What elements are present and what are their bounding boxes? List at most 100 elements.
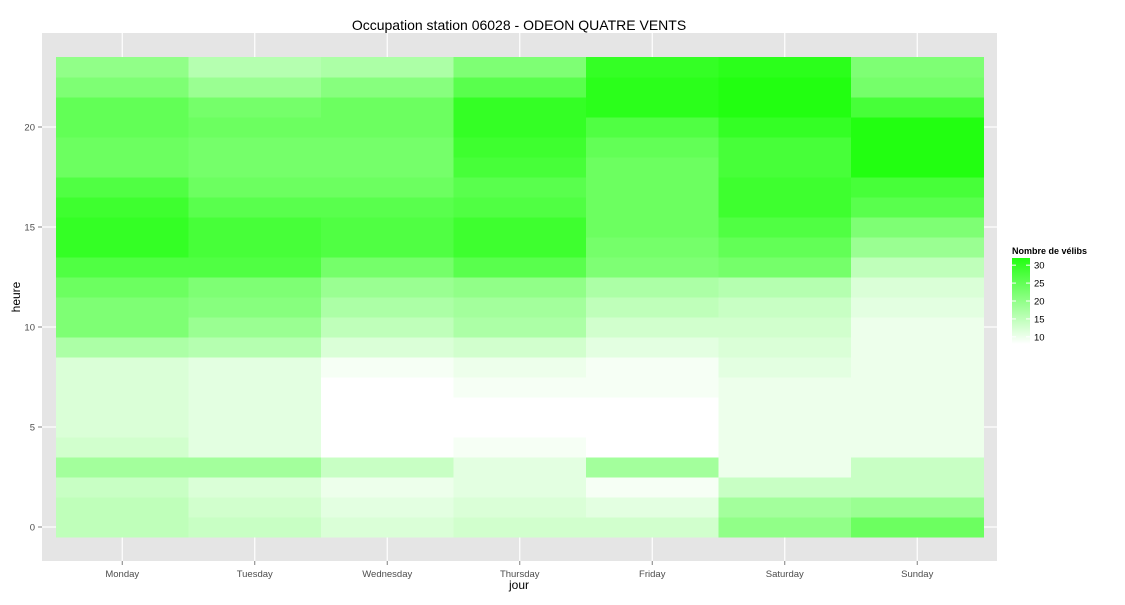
heatmap-cell <box>586 317 719 338</box>
heatmap-cell <box>453 137 587 158</box>
heatmap-cell <box>56 177 189 198</box>
heatmap-cell <box>56 77 189 98</box>
heatmap-cell <box>718 297 852 318</box>
legend-tick-label: 20 <box>1034 297 1045 308</box>
heatmap-cell <box>586 97 719 118</box>
heatmap-cell <box>718 457 852 478</box>
heatmap-cell <box>586 437 719 458</box>
heatmap-cell <box>586 237 719 258</box>
heatmap-cell <box>321 297 454 318</box>
heatmap-cell <box>321 317 454 338</box>
heatmap-cell <box>188 417 322 438</box>
heatmap-cell <box>56 397 189 418</box>
heatmap-cell <box>321 217 454 238</box>
heatmap-cell <box>321 137 454 158</box>
heatmap-cell <box>453 237 587 258</box>
heatmap-cell <box>188 477 322 498</box>
heatmap-cell <box>321 177 454 198</box>
heatmap-cell <box>321 517 454 538</box>
heatmap-cell <box>718 97 852 118</box>
heatmap-cell <box>321 417 454 438</box>
heatmap-cell <box>718 357 852 378</box>
heatmap-cell <box>321 477 454 498</box>
heatmap-cell <box>188 217 322 238</box>
heatmap-cell <box>56 437 189 458</box>
heatmap-cell <box>718 137 852 158</box>
heatmap-cell <box>188 77 322 98</box>
heatmap-cell <box>718 417 852 438</box>
heatmap-cell <box>321 457 454 478</box>
heatmap-cell <box>321 237 454 258</box>
heatmap-cell <box>718 437 852 458</box>
heatmap-cell <box>56 477 189 498</box>
heatmap-cell <box>56 57 189 78</box>
heatmap-cell <box>188 57 322 78</box>
heatmap-cell <box>851 177 984 198</box>
heatmap-cell <box>56 197 189 218</box>
chart-title: Occupation station 06028 - ODEON QUATRE … <box>352 17 686 33</box>
heatmap-cell <box>188 97 322 118</box>
heatmap-cell <box>188 437 322 458</box>
heatmap-cell <box>56 417 189 438</box>
heatmap-cells <box>56 57 984 538</box>
x-tick-label: Tuesday <box>237 569 273 580</box>
heatmap-cell <box>851 337 984 358</box>
heatmap-cell <box>586 337 719 358</box>
heatmap-cell <box>718 77 852 98</box>
heatmap-cell <box>321 497 454 518</box>
heatmap-cell <box>718 197 852 218</box>
heatmap-cell <box>56 517 189 538</box>
heatmap-cell <box>586 457 719 478</box>
heatmap-cell <box>718 517 852 538</box>
heatmap-cell <box>718 397 852 418</box>
y-axis: 0 5 10 15 20 <box>24 123 42 534</box>
y-tick-label: 0 <box>30 523 35 534</box>
heatmap-cell <box>718 217 852 238</box>
heatmap-cell <box>453 417 587 438</box>
heatmap-cell <box>851 117 984 138</box>
heatmap-cell <box>586 77 719 98</box>
x-tick-label: Thursday <box>500 569 540 580</box>
y-tick-label: 20 <box>24 123 35 134</box>
heatmap-cell <box>851 237 984 258</box>
heatmap-cell <box>56 157 189 178</box>
legend-tick-label: 25 <box>1034 279 1045 290</box>
heatmap-cell <box>851 517 984 538</box>
heatmap-cell <box>321 57 454 78</box>
heatmap-cell <box>586 197 719 218</box>
heatmap-cell <box>188 337 322 358</box>
y-tick-label: 5 <box>30 423 35 434</box>
heatmap-cell <box>188 497 322 518</box>
heatmap-cell <box>453 297 587 318</box>
heatmap-cell <box>321 157 454 178</box>
x-tick-label: Monday <box>105 569 139 580</box>
heatmap-cell <box>321 257 454 278</box>
heatmap-cell <box>586 297 719 318</box>
legend: Nombre de vélibs 10 15 20 25 30 <box>1012 246 1087 344</box>
heatmap-cell <box>453 97 587 118</box>
heatmap-cell <box>56 217 189 238</box>
heatmap-cell <box>188 317 322 338</box>
heatmap-cell <box>718 257 852 278</box>
heatmap-cell <box>321 377 454 398</box>
x-axis: Monday Tuesday Wednesday Thursday Friday Satu… <box>105 561 934 580</box>
heatmap-cell <box>851 317 984 338</box>
heatmap-cell <box>56 97 189 118</box>
heatmap-cell <box>453 117 587 138</box>
heatmap-cell <box>851 377 984 398</box>
heatmap-cell <box>453 317 587 338</box>
heatmap-cell <box>586 357 719 378</box>
heatmap-cell <box>321 397 454 418</box>
heatmap-cell <box>188 297 322 318</box>
heatmap-cell <box>851 157 984 178</box>
heatmap-cell <box>851 57 984 78</box>
heatmap-cell <box>188 117 322 138</box>
heatmap-cell <box>718 237 852 258</box>
legend-tick-label: 30 <box>1034 261 1045 272</box>
heatmap-cell <box>851 397 984 418</box>
heatmap-cell <box>453 457 587 478</box>
heatmap-cell <box>56 497 189 518</box>
heatmap-cell <box>453 497 587 518</box>
x-tick-label: Saturday <box>766 569 804 580</box>
heatmap-cell <box>453 57 587 78</box>
